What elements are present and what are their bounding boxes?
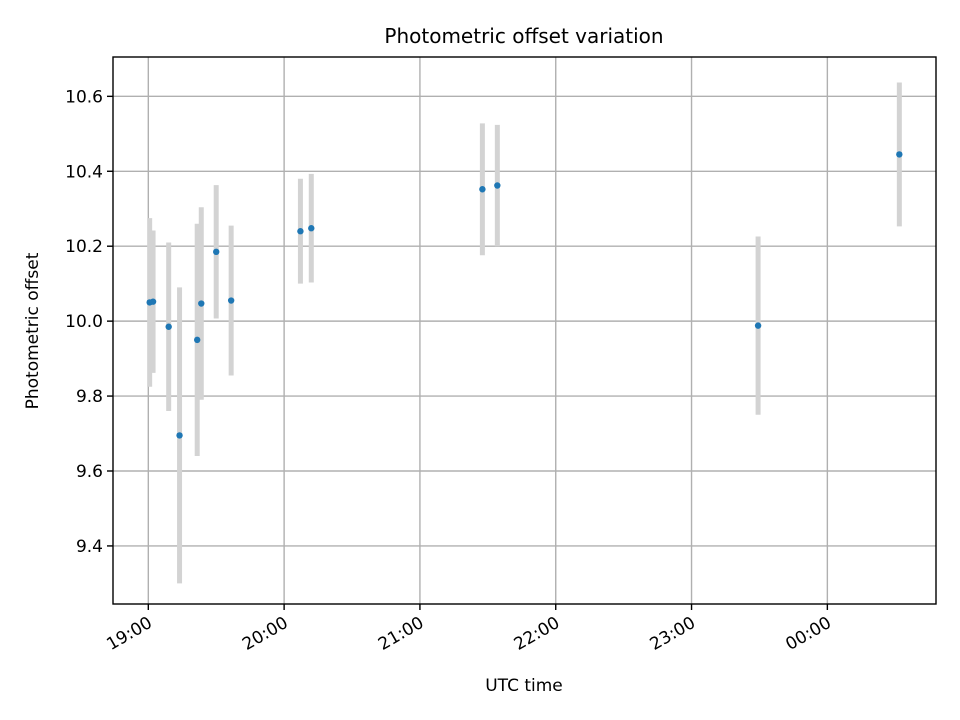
x-tick-label: 19:00	[103, 613, 155, 655]
data-point	[194, 336, 201, 344]
grid	[113, 57, 936, 604]
data-point	[149, 298, 157, 305]
chart-title: Photometric offset variation	[384, 24, 663, 48]
x-axis-label: UTC time	[485, 676, 563, 696]
data-point	[308, 225, 315, 232]
y-axis: 9.4 9.6 9.8 10.0 10.2 10.4 10.6	[65, 87, 113, 557]
data-point	[165, 323, 172, 330]
data-point	[227, 297, 235, 304]
data-points	[146, 151, 903, 439]
data-point	[176, 432, 183, 439]
data-point	[213, 248, 220, 256]
plot-frame	[112, 56, 937, 605]
x-tick-label: 00:00	[782, 613, 834, 655]
y-tick-label: 10.4	[65, 162, 103, 182]
x-tick-label: 20:00	[239, 613, 291, 655]
y-tick-label: 10.6	[65, 87, 103, 107]
x-axis: 19:00 20:00 21:00 22:00 23:00 00:00	[103, 604, 835, 655]
y-axis-label: Photometric offset	[23, 252, 43, 409]
x-tick-label: 23:00	[647, 613, 699, 655]
x-tick-label: 22:00	[511, 613, 563, 655]
data-point	[479, 186, 486, 193]
y-tick-label: 10.2	[65, 237, 103, 257]
x-tick-label: 21:00	[375, 613, 427, 655]
y-tick-label: 9.6	[76, 462, 103, 482]
data-point	[494, 182, 501, 189]
y-tick-label: 9.4	[76, 537, 103, 557]
y-tick-label: 10.0	[65, 312, 103, 332]
error-bars	[147, 82, 902, 584]
data-point	[198, 300, 205, 307]
data-point	[297, 228, 304, 235]
data-point	[754, 322, 762, 329]
y-tick-label: 9.8	[76, 387, 103, 407]
data-point	[896, 151, 903, 158]
